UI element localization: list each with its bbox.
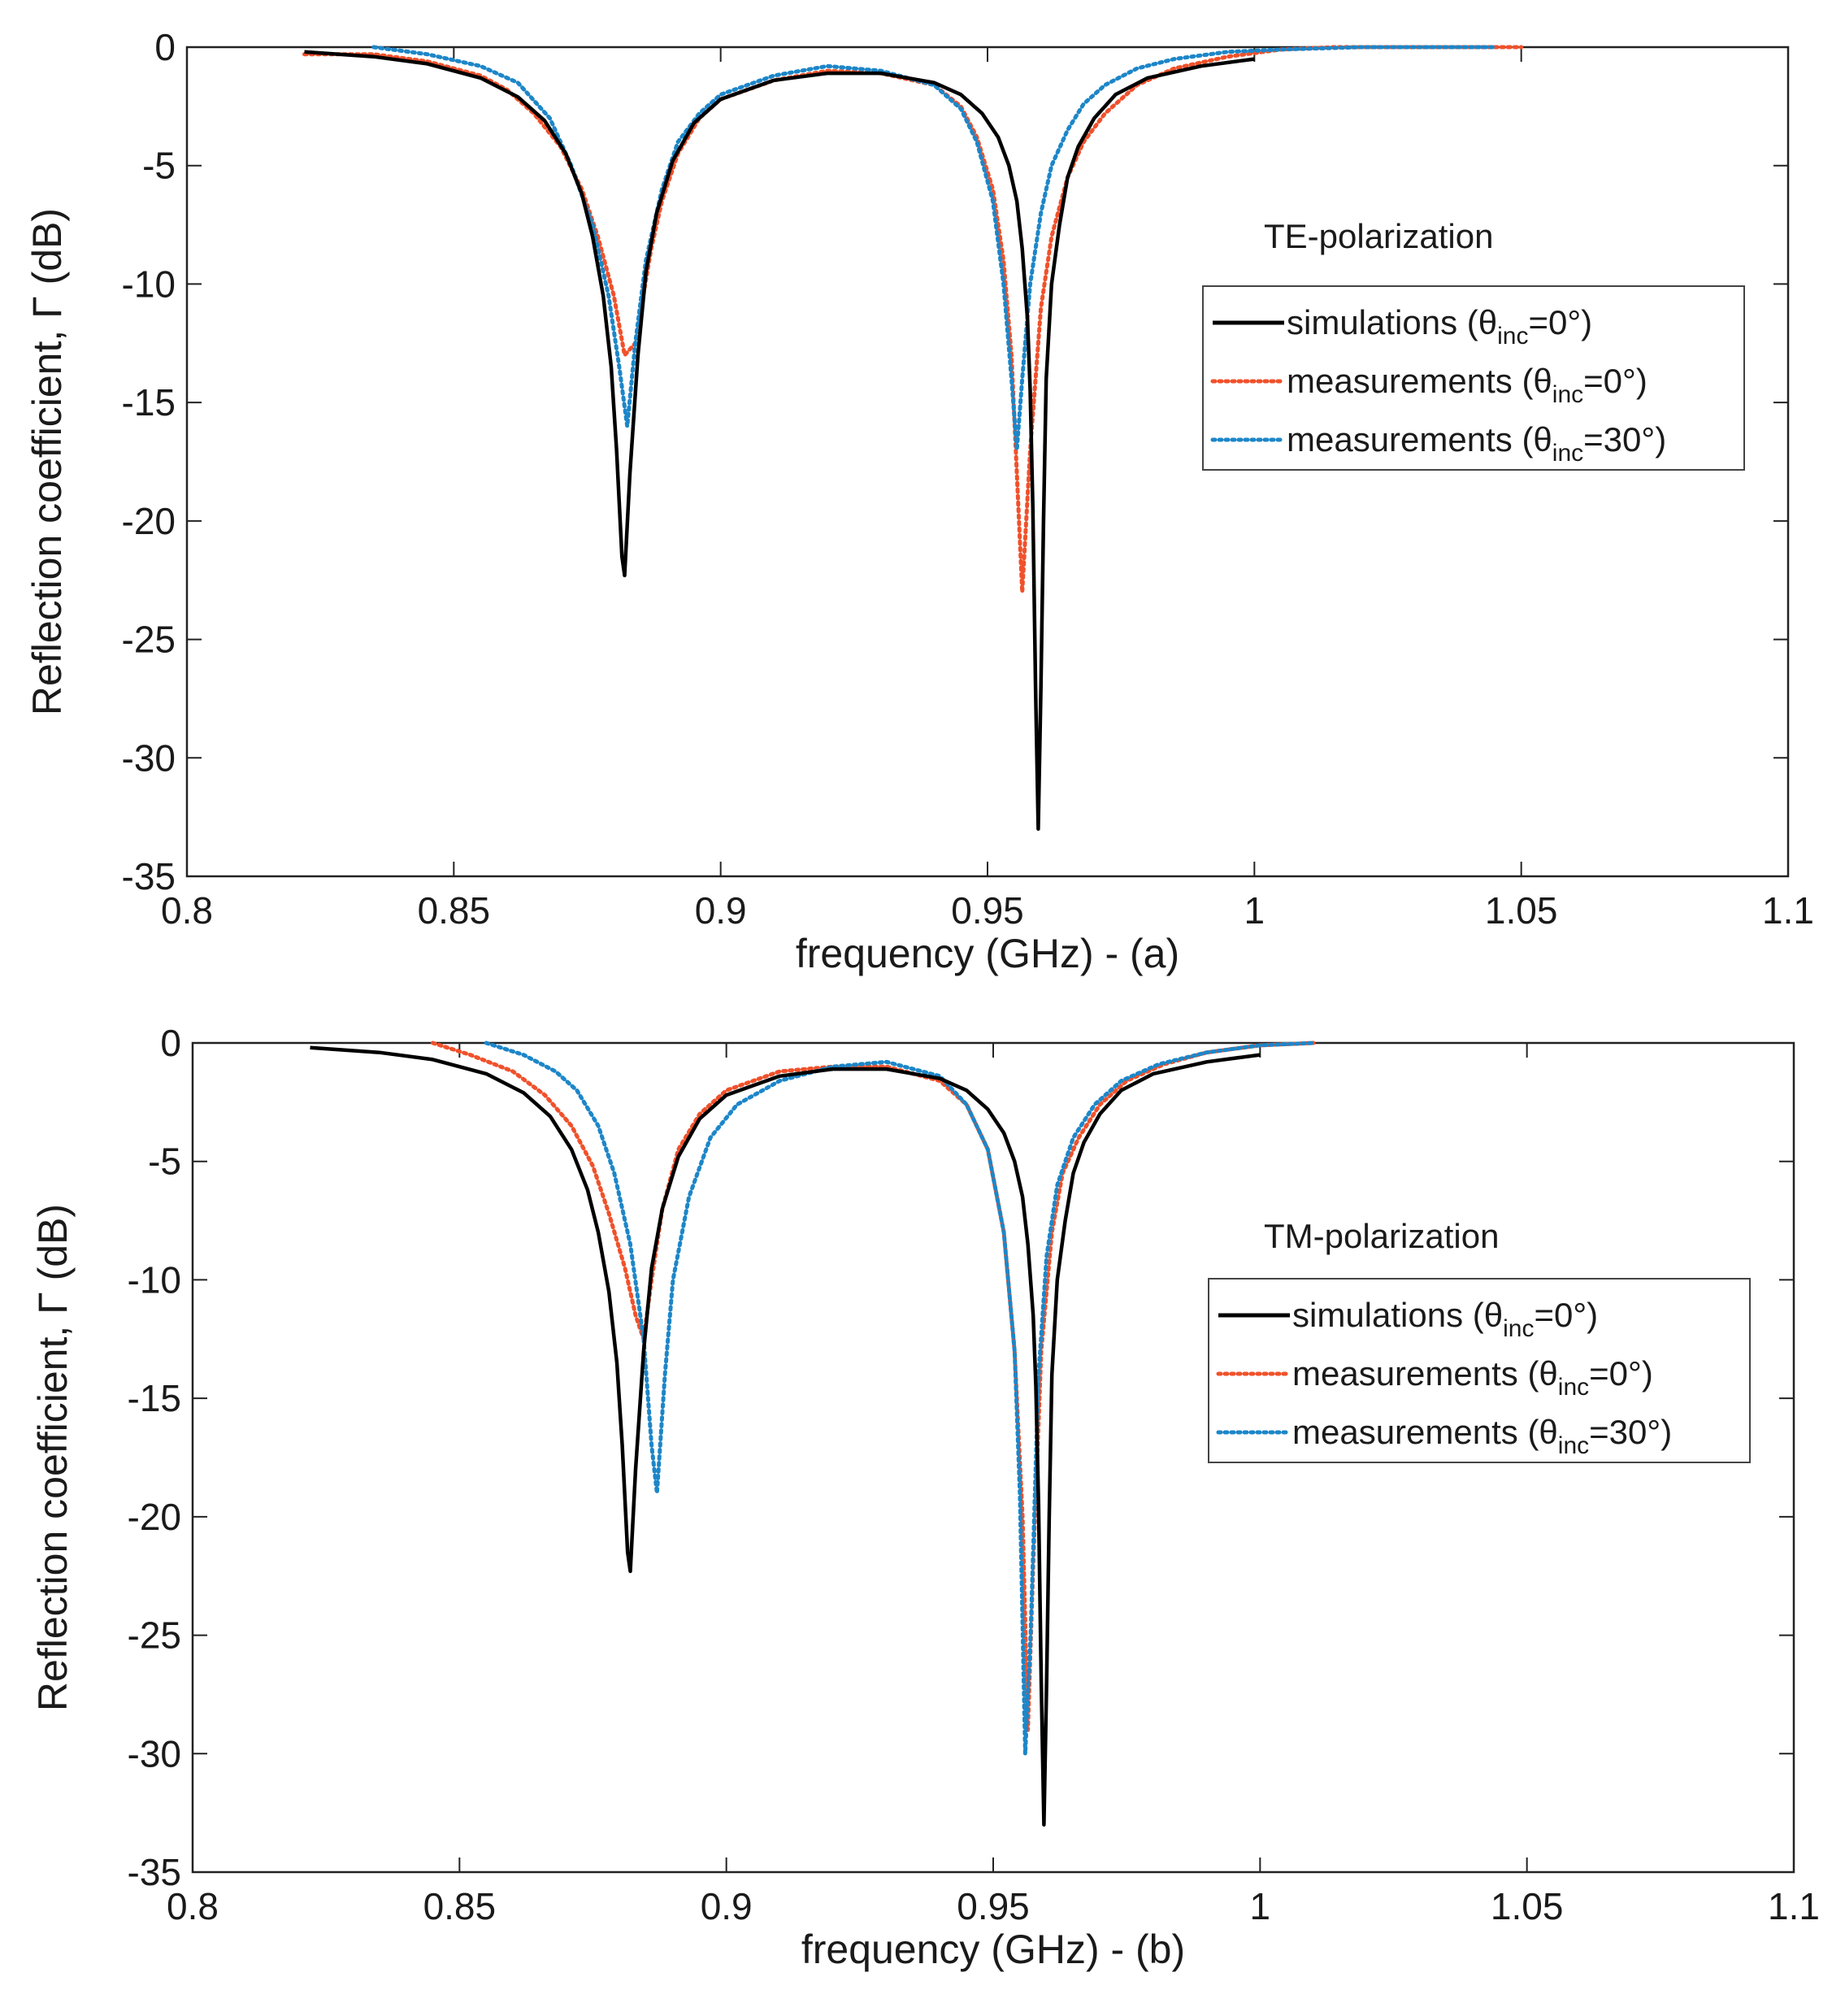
chart-panel-b: 0.8 0.85 0.9 0.95 1 1.05 1.1 0 -5 -10 -15 -20 -25 -30… xyxy=(30,1022,1820,1972)
y-tick-label: -15 xyxy=(128,1377,181,1419)
x-tick-label: 0.8 xyxy=(161,889,213,932)
x-tick-label: 1 xyxy=(1250,1885,1271,1927)
legend-label: simulations (θinc=0°) xyxy=(1292,1296,1598,1342)
legend-label: measurements (θinc=30°) xyxy=(1287,420,1666,467)
legend: simulations (θinc=0°) measurements (θinc=… xyxy=(1202,285,1745,471)
x-tick-label: 1.05 xyxy=(1491,1885,1564,1927)
legend-box xyxy=(1208,1278,1751,1463)
series-line-simulations-0deg xyxy=(304,50,1255,831)
y-axis-label: Reflection coefficient, Γ (dB) xyxy=(24,208,70,715)
series-line-simulations-0deg xyxy=(310,1045,1261,1827)
x-tick-label: 0.9 xyxy=(701,1885,753,1927)
legend-box xyxy=(1202,285,1745,471)
y-tick-label: -25 xyxy=(128,1614,181,1657)
y-tick-label: -30 xyxy=(122,736,176,779)
polarization-annotation: TE-polarization xyxy=(1264,217,1493,255)
x-tick-label: 1 xyxy=(1244,889,1265,932)
x-tick-label: 0.95 xyxy=(957,1885,1030,1927)
y-tick-label: 0 xyxy=(154,26,176,68)
y-tick-label: -35 xyxy=(122,855,176,897)
legend-label: measurements (θinc=0°) xyxy=(1292,1354,1653,1401)
y-tick-label: -10 xyxy=(122,263,176,305)
y-tick-label: -20 xyxy=(128,1496,181,1538)
x-tick-label: 1.05 xyxy=(1485,889,1558,932)
polarization-annotation: TM-polarization xyxy=(1264,1217,1499,1255)
legend: simulations (θinc=0°) measurements (θinc=… xyxy=(1208,1278,1751,1463)
x-axis-label: frequency (GHz) - (a) xyxy=(796,931,1179,976)
legend-label: simulations (θinc=0°) xyxy=(1287,303,1592,350)
series-line-measurements-30deg xyxy=(371,45,1497,452)
chart-panel-a: 0.8 0.85 0.9 0.95 1 1.05 1.1 0 -5 -10 -15 -20 -25 -30… xyxy=(24,26,1814,976)
x-tick-label: 0.8 xyxy=(167,1885,219,1927)
y-tick-label: -5 xyxy=(142,145,176,187)
series-line-measurements-30deg xyxy=(484,1041,1316,1756)
x-axis-label: frequency (GHz) - (b) xyxy=(801,1927,1185,1972)
legend-label: measurements (θinc=0°) xyxy=(1287,362,1647,408)
y-tick-label: -30 xyxy=(128,1732,181,1775)
x-tick-label: 1.1 xyxy=(1768,1885,1820,1927)
y-tick-label: -5 xyxy=(148,1141,181,1183)
x-tick-label: 0.95 xyxy=(951,889,1024,932)
y-tick-label: -35 xyxy=(128,1851,181,1893)
y-axis-label: Reflection coefficient, Γ (dB) xyxy=(30,1204,76,1711)
y-tick-label: 0 xyxy=(160,1022,181,1064)
y-tick-label: -10 xyxy=(128,1258,181,1301)
y-tick-label: -25 xyxy=(122,619,176,661)
x-tick-label: 0.85 xyxy=(423,1885,497,1927)
x-tick-label: 0.85 xyxy=(418,889,491,932)
x-tick-label: 0.9 xyxy=(695,889,747,932)
x-tick-label: 1.1 xyxy=(1762,889,1814,932)
legend-label: measurements (θinc=30°) xyxy=(1292,1413,1672,1459)
y-tick-label: -15 xyxy=(122,381,176,424)
y-tick-label: -20 xyxy=(122,500,176,542)
